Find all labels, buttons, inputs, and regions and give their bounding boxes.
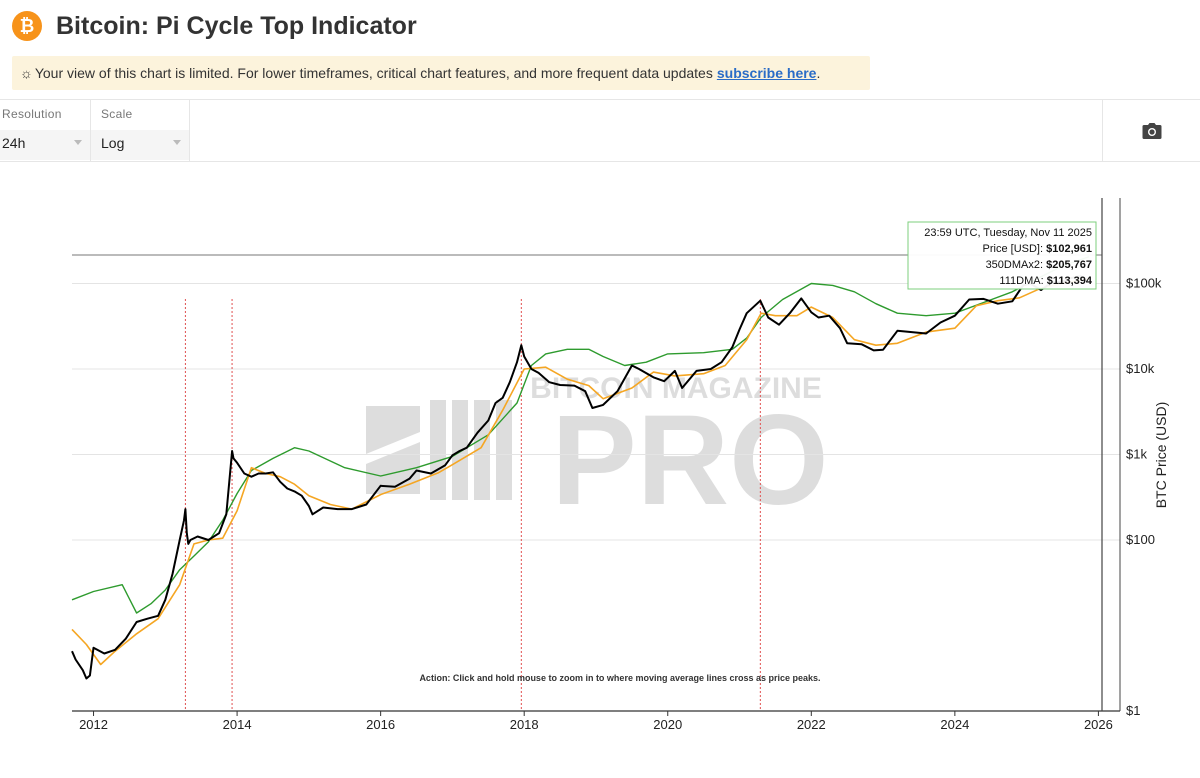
camera-icon [1142,123,1161,139]
screenshot-button[interactable] [1102,100,1200,162]
x-tick-label: 2018 [510,717,539,732]
tooltip-350dma-value: $205,767 [1046,259,1092,271]
axes: $1 $100 $1k $10k $100k 2012 2014 2016 2018 2020 20… [72,198,1162,732]
x-tick-label: 2012 [79,717,108,732]
scale-select[interactable]: Log [91,130,189,160]
notice-text: Your view of this chart is limited. For … [34,65,713,81]
hover-tooltip: 23:59 UTC, Tuesday, Nov 11 2025 Price [U… [907,221,1097,290]
y-tick-label: $1k [1126,447,1147,462]
y-tick-label: $1 [1126,703,1140,718]
tooltip-111dma-row: 111DMA: $113,394 [999,275,1092,287]
scale-value: Log [101,135,125,151]
y-axis-title: BTC Price (USD) [1153,402,1169,509]
page-header: ₿ Bitcoin: Pi Cycle Top Indicator [12,8,417,44]
x-tick-label: 2024 [940,717,969,732]
watermark-logo-icon [366,400,512,500]
subscribe-link[interactable]: subscribe here [716,65,817,81]
x-tick-label: 2022 [797,717,826,732]
resolution-label: Resolution [2,107,62,121]
chevron-down-icon [74,140,82,145]
resolution-control: Resolution 24h [0,100,91,162]
scale-control: Scale Log [91,100,190,162]
action-note: Action: Click and hold mouse to zoom in … [419,673,820,683]
cross-lines [184,299,761,711]
dma111-line [71,278,1090,666]
x-tick-label: 2014 [223,717,252,732]
x-tick-label: 2026 [1084,717,1113,732]
tooltip-price-value: $102,961 [1046,243,1092,255]
bitcoin-logo-icon: ₿ [12,11,42,41]
pi-cycle-chart[interactable]: BITCOIN MAGAZINE PRO $1 $100 $1k $10k $100k 2… [0,164,1200,764]
watermark-main-text: PRO [551,389,828,532]
y-tick-label: $100 [1126,532,1155,547]
tooltip-111dma-value: $113,394 [1047,275,1093,287]
dma350x2-line [71,256,1090,614]
page-title: Bitcoin: Pi Cycle Top Indicator [56,11,417,40]
limited-view-notice: ☼ Your view of this chart is limited. Fo… [12,56,870,90]
price-line [71,275,1090,680]
chevron-down-icon [173,140,181,145]
notice-period: . [816,65,821,81]
x-tick-label: 2016 [366,717,395,732]
tooltip-date: 23:59 UTC, Tuesday, Nov 11 2025 [924,227,1092,239]
chart-toolbar: Resolution 24h Scale Log [0,99,1200,162]
series [71,256,1090,680]
y-tick-label: $10k [1126,361,1155,376]
x-tick-label: 2020 [653,717,682,732]
tooltip-350dma-row: 350DMAx2: $205,767 [986,259,1092,271]
tooltip-price-label: Price [USD]: [983,243,1044,255]
sun-icon: ☼ [20,65,33,81]
y-tick-label: $100k [1126,276,1162,291]
tooltip-350dma-label: 350DMAx2: [986,259,1043,271]
watermark: BITCOIN MAGAZINE PRO [366,372,829,532]
tooltip-price-row: Price [USD]: $102,961 [983,243,1092,255]
resolution-value: 24h [2,135,26,151]
resolution-select[interactable]: 24h [0,130,90,160]
tooltip-111dma-label: 111DMA: [999,275,1043,287]
tooltip-box [907,221,1097,290]
scale-label: Scale [101,107,133,121]
